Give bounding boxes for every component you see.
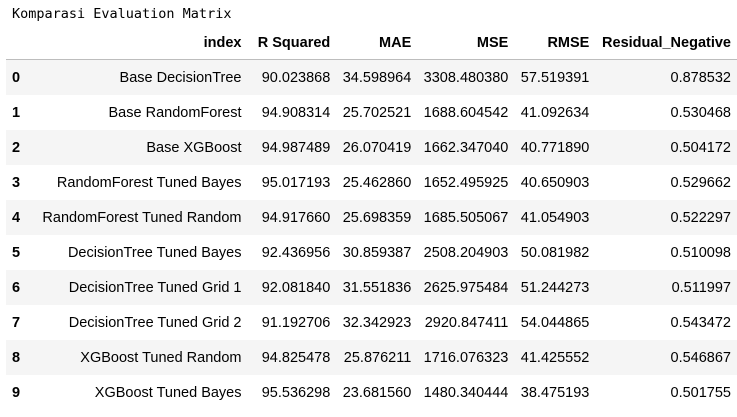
cell-mse: 1685.505067 <box>423 209 509 226</box>
row-id: 7 <box>12 314 21 331</box>
row-id: 9 <box>12 384 21 401</box>
header-row-index <box>6 26 30 60</box>
header-mae: MAE <box>336 26 418 60</box>
cell-mae: 32.342923 <box>342 314 412 331</box>
cell-index: DecisionTree Tuned Bayes <box>67 244 242 261</box>
cell-r-squared: 92.436956 <box>261 244 331 261</box>
cell-rmse: 40.650903 <box>520 174 590 191</box>
cell-r-squared: 95.536298 <box>261 384 331 401</box>
cell-r-squared: 94.917660 <box>261 209 331 226</box>
header-index: index <box>29 26 248 60</box>
row-id: 4 <box>12 209 21 226</box>
cell-r-squared: 91.192706 <box>261 314 331 331</box>
row-id: 3 <box>12 174 21 191</box>
cell-index: DecisionTree Tuned Grid 2 <box>68 314 242 331</box>
header-residual-negative: Residual_Negative <box>595 26 737 60</box>
cell-rmse: 41.092634 <box>520 104 590 121</box>
cell-rmse: 50.081982 <box>520 244 590 261</box>
cell-residual-negative: 0.546867 <box>670 349 731 366</box>
cell-residual-negative: 0.511997 <box>671 279 731 296</box>
table-row: 5 DecisionTree Tuned Bayes 92.436956 30.… <box>6 235 737 270</box>
cell-residual-negative: 0.529662 <box>670 174 731 191</box>
cell-index: XGBoost Tuned Random <box>80 349 242 366</box>
cell-residual-negative: 0.522297 <box>670 209 731 226</box>
cell-residual-negative: 0.504172 <box>670 139 731 156</box>
cell-index: Base DecisionTree <box>119 69 242 86</box>
cell-mae: 25.702521 <box>342 104 412 121</box>
cell-mse: 3308.480380 <box>423 69 509 86</box>
header-row: index R Squared MAE MSE RMSE Residual_Ne… <box>6 26 737 60</box>
header-rmse: RMSE <box>514 26 596 60</box>
cell-residual-negative: 0.501755 <box>670 384 731 401</box>
evaluation-dataframe: index R Squared MAE MSE RMSE Residual_Ne… <box>6 26 737 410</box>
cell-rmse: 51.244273 <box>520 279 590 296</box>
cell-index: Base XGBoost <box>146 139 242 156</box>
row-id: 0 <box>12 69 21 86</box>
cell-rmse: 40.771890 <box>520 139 590 156</box>
table-row: 0 Base DecisionTree 90.023868 34.598964 … <box>6 59 737 95</box>
cell-mae: 26.070419 <box>342 139 412 156</box>
cell-rmse: 54.044865 <box>520 314 590 331</box>
table-row: 8 XGBoost Tuned Random 94.825478 25.8762… <box>6 340 737 375</box>
table-row: 7 DecisionTree Tuned Grid 2 91.192706 32… <box>6 305 737 340</box>
cell-r-squared: 92.081840 <box>261 279 331 296</box>
cell-index: RandomForest Tuned Random <box>42 209 242 226</box>
cell-r-squared: 94.987489 <box>261 139 331 156</box>
cell-mse: 2920.847411 <box>424 314 509 331</box>
cell-mse: 2625.975484 <box>423 279 509 296</box>
cell-mse: 1480.340444 <box>423 384 509 401</box>
table-row: 1 Base RandomForest 94.908314 25.702521 … <box>6 95 737 130</box>
cell-mae: 31.551836 <box>342 279 412 296</box>
cell-mse: 2508.204903 <box>423 244 509 261</box>
cell-rmse: 41.054903 <box>520 209 590 226</box>
cell-mae: 34.598964 <box>342 69 412 86</box>
cell-r-squared: 90.023868 <box>261 69 331 86</box>
cell-mae: 25.876211 <box>343 349 412 366</box>
cell-mae: 23.681560 <box>342 384 412 401</box>
row-id: 6 <box>12 279 21 296</box>
table-row: 9 XGBoost Tuned Bayes 95.536298 23.68156… <box>6 375 737 410</box>
cell-mse: 1652.495925 <box>423 174 509 191</box>
cell-rmse: 41.425552 <box>520 349 590 366</box>
cell-mse: 1662.347040 <box>423 139 509 156</box>
output-title: Komparasi Evaluation Matrix <box>12 6 232 22</box>
table-row: 4 RandomForest Tuned Random 94.917660 25… <box>6 200 737 235</box>
row-id: 1 <box>12 104 21 121</box>
cell-rmse: 38.475193 <box>520 384 590 401</box>
cell-mae: 25.462860 <box>342 174 412 191</box>
cell-index: RandomForest Tuned Bayes <box>56 174 242 191</box>
cell-residual-negative: 0.878532 <box>670 69 731 86</box>
cell-mae: 25.698359 <box>342 209 412 226</box>
cell-r-squared: 95.017193 <box>261 174 331 191</box>
cell-index: XGBoost Tuned Bayes <box>94 384 242 401</box>
header-r-squared: R Squared <box>247 26 337 60</box>
cell-mse: 1688.604542 <box>423 104 509 121</box>
cell-rmse: 57.519391 <box>520 69 590 86</box>
cell-mae: 30.859387 <box>342 244 412 261</box>
cell-index: Base RandomForest <box>108 104 242 121</box>
row-id: 2 <box>12 139 21 156</box>
cell-r-squared: 94.825478 <box>261 349 331 366</box>
cell-residual-negative: 0.543472 <box>670 314 731 331</box>
cell-r-squared: 94.908314 <box>261 104 331 121</box>
row-id: 8 <box>12 349 21 366</box>
header-mse: MSE <box>417 26 515 60</box>
cell-mse: 1716.076323 <box>423 349 509 366</box>
cell-residual-negative: 0.510098 <box>670 244 731 261</box>
cell-index: DecisionTree Tuned Grid 1 <box>68 279 242 296</box>
table-row: 6 DecisionTree Tuned Grid 1 92.081840 31… <box>6 270 737 305</box>
table-row: 3 RandomForest Tuned Bayes 95.017193 25.… <box>6 165 737 200</box>
cell-residual-negative: 0.530468 <box>670 104 731 121</box>
row-id: 5 <box>12 244 21 261</box>
table-row: 2 Base XGBoost 94.987489 26.070419 1662.… <box>6 130 737 165</box>
